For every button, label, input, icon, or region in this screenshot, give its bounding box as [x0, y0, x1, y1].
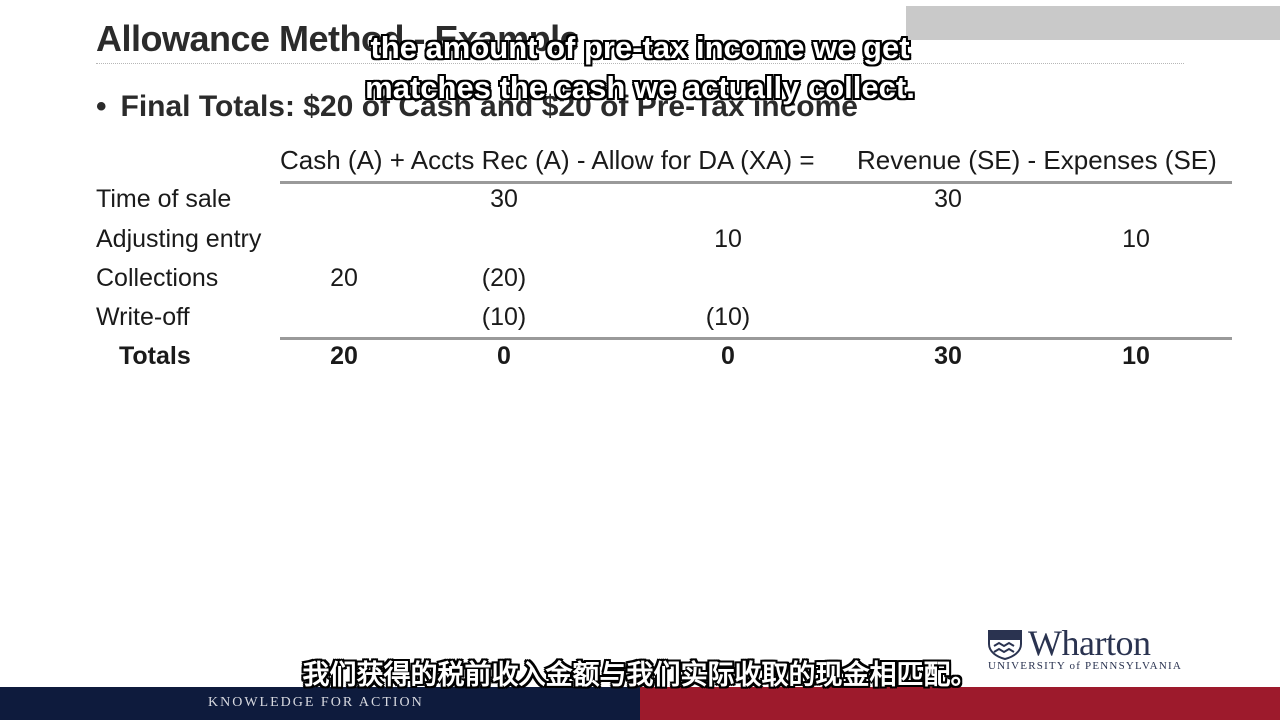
header-rule — [280, 181, 1232, 184]
row-label-collections: Collections — [96, 264, 219, 292]
row-label-adjusting-entry: Adjusting entry — [96, 225, 262, 253]
total-allowance: 0 — [721, 342, 735, 370]
total-expenses: 10 — [1122, 342, 1150, 370]
subtitle-chinese: 我们获得的税前收入金额与我们实际收取的现金相匹配。 — [302, 660, 978, 691]
footer-bar-red — [640, 687, 1280, 720]
cell-expenses: 10 — [1122, 225, 1150, 253]
cell-allowance: 10 — [714, 225, 742, 253]
overlay-box — [906, 6, 1280, 40]
cell-accts-rec: 30 — [490, 185, 518, 213]
equation-header-left: Cash (A) + Accts Rec (A) - Allow for DA … — [280, 145, 815, 175]
bullet-text: Final Totals: $20 of Cash and $20 of Pre… — [120, 90, 858, 123]
title-divider — [96, 63, 1184, 64]
total-accts-rec: 0 — [497, 342, 511, 370]
cell-accts-rec: (20) — [481, 264, 527, 292]
cell-revenue: 30 — [934, 185, 962, 213]
logo-subtitle: UNIVERSITY of PENNSYLVANIA — [988, 660, 1182, 672]
bullet-point: • Final Totals: $20 of Cash and $20 of Pr… — [96, 90, 858, 124]
total-revenue: 30 — [934, 342, 962, 370]
cell-accts-rec: (10) — [481, 303, 527, 331]
row-label-time-of-sale: Time of sale — [96, 185, 232, 213]
footer-bar-navy: KNOWLEDGE FOR ACTION — [0, 687, 640, 720]
cell-cash: 20 — [330, 264, 358, 292]
cell-allowance: (10) — [705, 303, 751, 331]
slide-title: Allowance Method - Example — [96, 18, 580, 59]
shield-icon — [988, 630, 1022, 660]
row-label-write-off: Write-off — [96, 303, 190, 331]
totals-rule — [280, 337, 1232, 340]
row-label-totals: Totals — [119, 342, 191, 370]
total-cash: 20 — [330, 342, 358, 370]
footer-tagline: KNOWLEDGE FOR ACTION — [208, 695, 424, 710]
subtitle-english-line-2: matches the cash we actually collect. — [365, 70, 915, 105]
equation-header-right: Revenue (SE) - Expenses (SE) — [857, 145, 1217, 175]
subtitle-english-line-1: the amount of pre-tax income we get — [370, 30, 910, 65]
bullet-marker: • — [96, 90, 107, 123]
wharton-logo: Wharton UNIVERSITY of PENNSYLVANIA — [988, 623, 1193, 672]
logo-wordmark: Wharton — [1028, 623, 1151, 663]
